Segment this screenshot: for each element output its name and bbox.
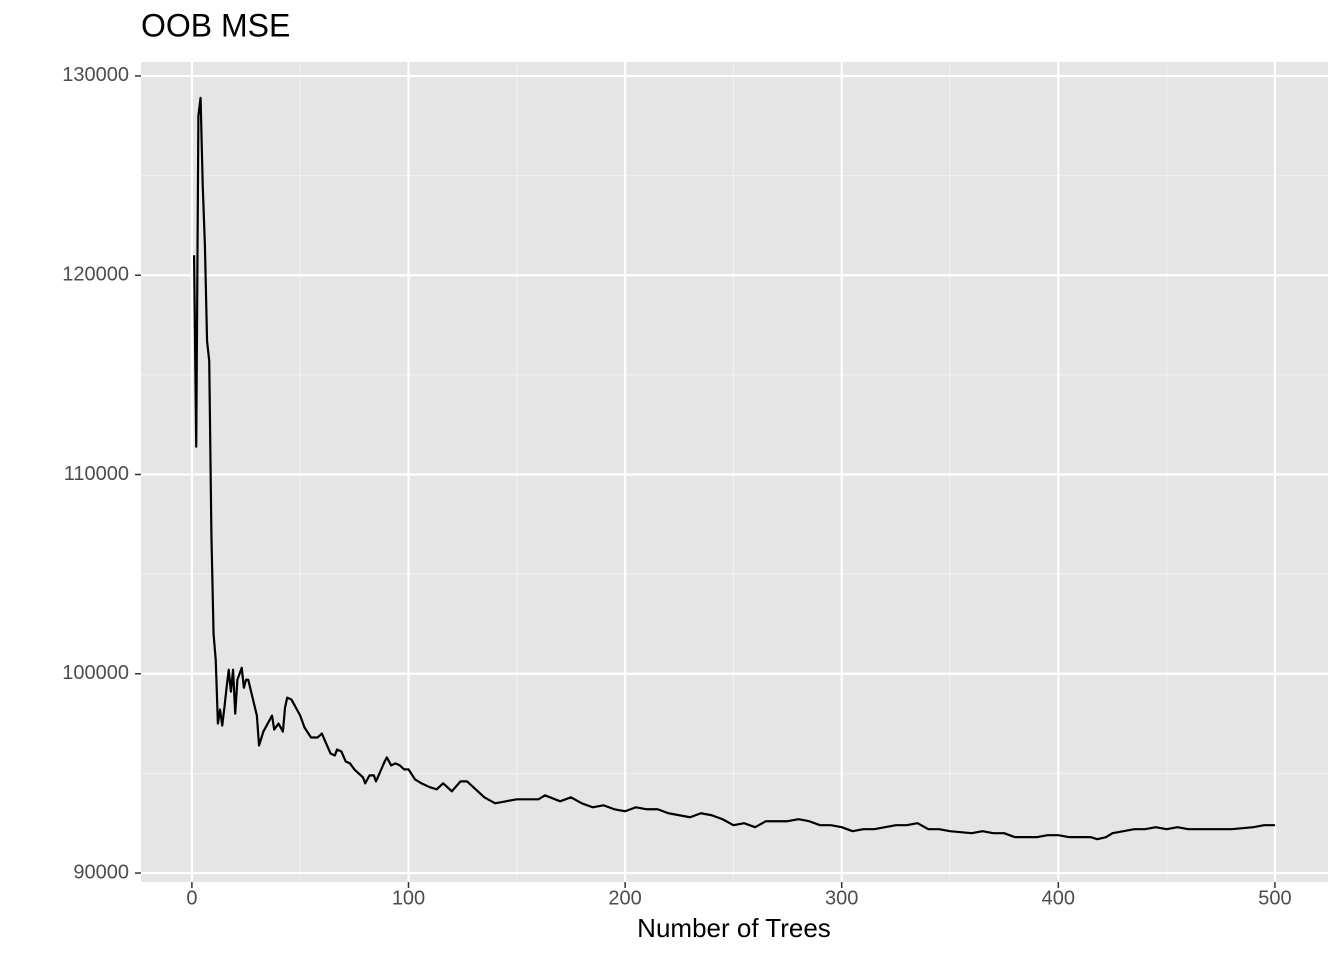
x-tick-label: 0 bbox=[186, 887, 197, 909]
x-tick-label: 200 bbox=[608, 887, 641, 909]
y-tick-label: 100000 bbox=[62, 662, 129, 684]
line-series bbox=[192, 96, 1275, 841]
y-tick-label: 120000 bbox=[62, 264, 129, 286]
y-tick-label: 90000 bbox=[73, 861, 129, 883]
x-tick-label: 500 bbox=[1258, 887, 1291, 909]
x-tick-label: 100 bbox=[392, 887, 425, 909]
y-tick-label: 110000 bbox=[64, 463, 129, 485]
x-tick-label: 400 bbox=[1042, 887, 1075, 909]
y-tick-label: 130000 bbox=[62, 64, 129, 86]
x-axis-title: Number of Trees bbox=[637, 913, 831, 943]
x-tick-label: 300 bbox=[825, 887, 858, 909]
chart-title: OOB MSE bbox=[141, 7, 290, 43]
plot-panel bbox=[141, 62, 1328, 882]
